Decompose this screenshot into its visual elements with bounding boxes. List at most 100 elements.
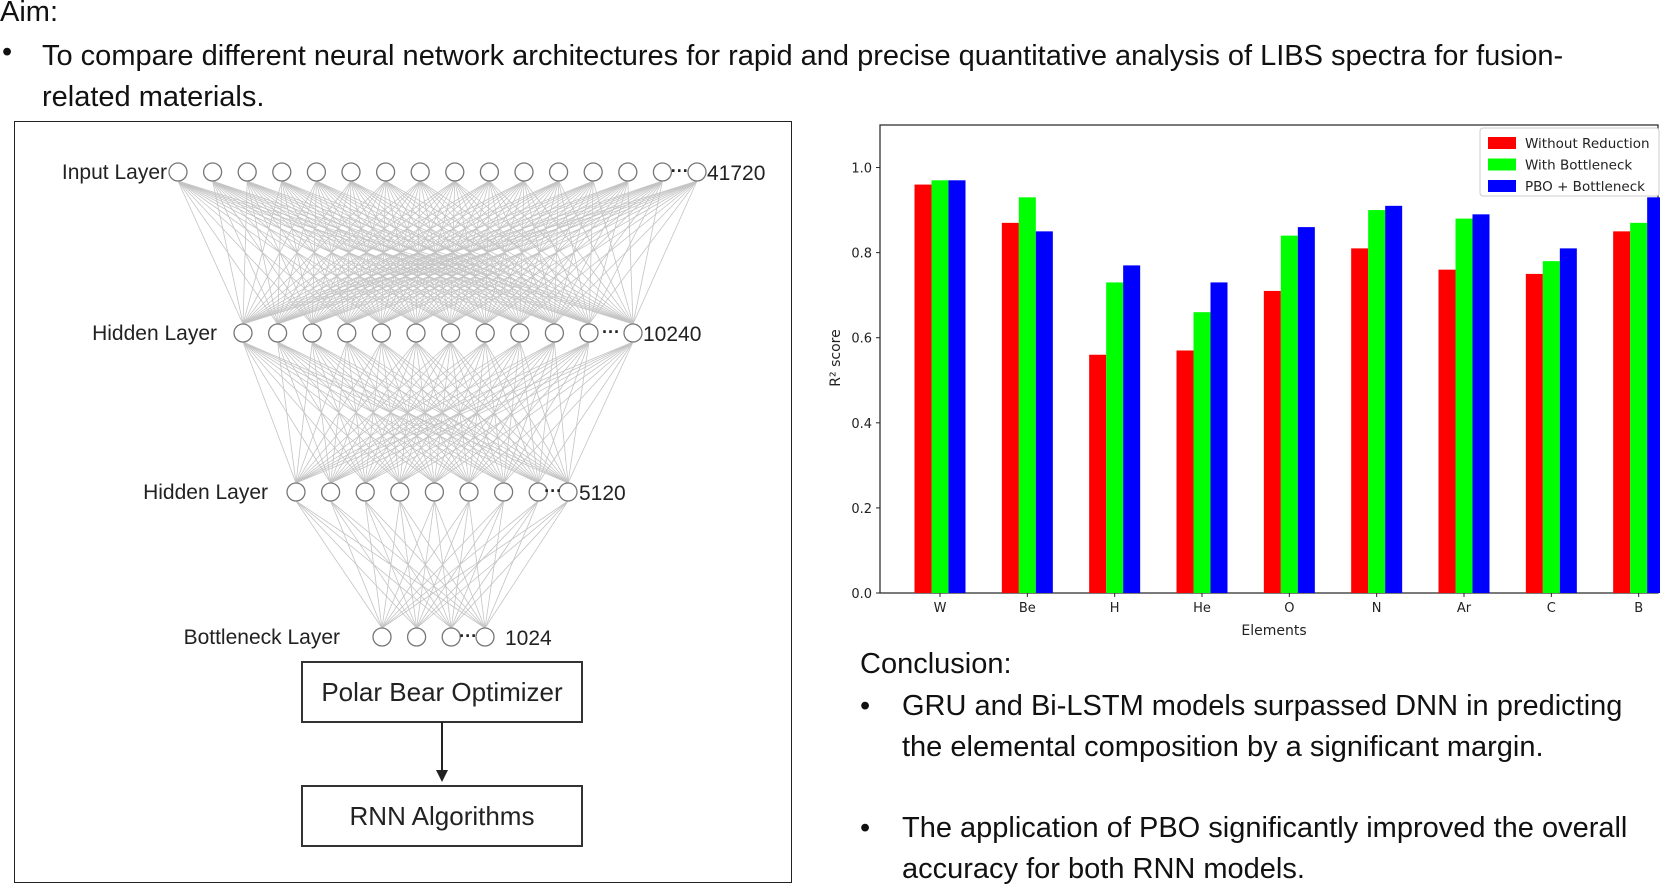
network-diagram: Input Layer ··· 41720 Hidden Layer ··· 10240 H… [62,161,765,847]
x-tick-label: N [1372,601,1382,616]
neuron [459,482,479,502]
connection-line [592,180,634,325]
bar [1438,269,1456,593]
neuron [618,162,638,182]
connection-line [468,341,590,484]
bar [1542,261,1560,593]
neuron [341,162,361,182]
x-tick-label: W [934,601,947,616]
bar [1001,222,1019,593]
connection-line [346,341,569,484]
network-diagram-panel: Input Layer ··· 41720 Hidden Layer ··· 10240 H… [14,121,792,883]
y-tick-label: 0.2 [851,502,872,517]
connection-line [212,180,634,325]
connection-line [519,180,698,325]
neuron [475,323,495,343]
neuron [528,482,548,502]
neuron [286,482,306,502]
x-tick-label: Be [1019,601,1036,616]
y-tick-label: 0.4 [851,417,872,432]
connection-line [365,341,634,484]
connection-line [295,341,382,484]
connection-line [450,341,569,484]
connection-line [295,341,451,484]
layer-label: Hidden Layer [92,322,217,345]
connection-line [295,341,590,484]
connection-line [295,341,313,484]
connection-line [415,180,698,325]
neuron [440,323,461,343]
neuron [406,627,427,647]
connection-line [277,341,569,484]
connection-line [330,500,383,629]
connection-line [242,180,525,325]
bar [1647,197,1660,593]
connection-line [385,180,634,325]
neuron [355,482,375,502]
connection-line [177,180,634,325]
connection-line [632,180,698,325]
neuron [272,162,292,182]
layer-label: Hidden Layer [143,481,268,504]
legend-swatch [1488,137,1516,149]
bar [1018,197,1036,593]
layer-label: Bottleneck Layer [184,626,340,649]
connection-line [277,180,698,325]
neuron [371,323,392,343]
connection-line [434,341,634,484]
neuron [493,482,514,502]
optimizer-label: Polar Bear Optimizer [321,677,563,707]
neuron [337,323,357,343]
legend-label: Without Reduction [1525,136,1650,152]
connection-line [627,180,634,325]
connection-line [381,341,569,484]
connection-line [281,180,634,325]
ellipsis: ··· [671,161,689,181]
connection-line [295,341,555,484]
connection-line [381,500,569,629]
connection-line [434,341,590,484]
x-tick-label: B [1634,601,1643,616]
bar [1263,290,1281,593]
bullet: • [860,812,871,844]
connection-line [242,180,663,325]
connection-line [484,500,569,629]
connection-line [177,180,244,325]
neuron [168,162,188,182]
neuron [375,162,396,182]
connections [177,180,698,629]
connection-line [558,180,634,325]
ellipsis: ··· [602,322,620,342]
connection-line [632,180,663,325]
neuron [544,323,565,343]
legend-swatch [1488,158,1516,171]
connection-line [212,180,244,325]
connection-line [454,180,634,325]
aim-bullet: • [2,36,13,68]
conclusion-text: The application of PBO significantly imp… [902,812,1628,885]
connection-line [554,341,569,484]
y-axis-label: R² score [828,329,844,386]
connection-line [295,341,417,484]
connection-line [554,180,698,325]
layer-size: 10240 [643,323,701,346]
x-tick-label: O [1284,601,1294,616]
bar [1351,248,1369,593]
neuron [548,162,569,182]
connection-line [567,341,634,484]
bar [1035,231,1053,593]
bar [1385,205,1403,593]
connection-line [316,180,634,325]
connection-line [381,500,401,629]
conclusion-text: GRU and Bi-LSTM models surpassed DNN in … [902,690,1623,763]
x-tick-label: He [1193,601,1211,616]
connection-line [503,341,634,484]
neuron [406,323,426,343]
bullet: • [860,690,871,722]
connection-line [489,180,634,325]
x-tick-label: H [1110,601,1120,616]
connection-line [484,500,539,629]
neuron [267,323,288,343]
connection-line [537,341,590,484]
connection-line [242,180,283,325]
